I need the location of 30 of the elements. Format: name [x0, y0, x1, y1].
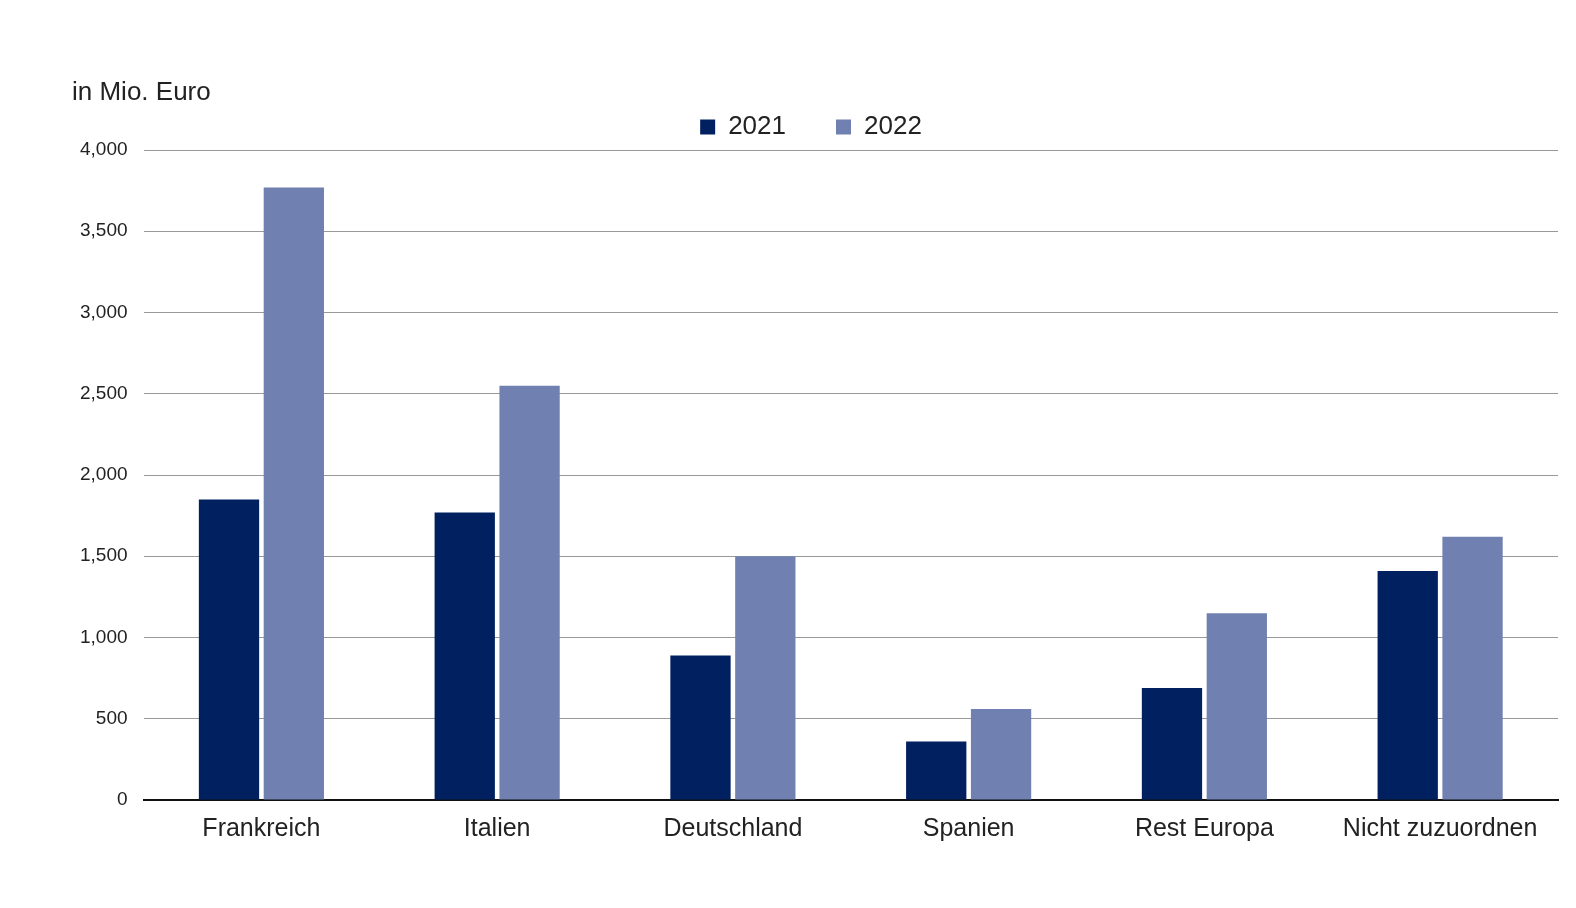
y-tick-label: 2,500: [80, 381, 128, 403]
y-tick-label: 1,000: [80, 625, 128, 647]
x-tick-label: Italien: [463, 812, 531, 841]
bar: [1141, 687, 1203, 800]
legend-label: 2021: [728, 110, 786, 141]
y-tick-label: 500: [95, 706, 128, 728]
bar: [1442, 536, 1503, 800]
y-tick-label: 0: [116, 788, 128, 810]
bar: [1206, 613, 1267, 800]
bar: [499, 385, 560, 800]
bar: [670, 655, 731, 800]
bar: [434, 512, 495, 800]
y-tick-label: 3,500: [80, 219, 128, 241]
x-tick-label: Spanien: [922, 812, 1015, 841]
y-tick-label: 3,000: [80, 300, 128, 322]
bar: [263, 187, 324, 800]
y-axis-title: in Mio. Euro: [72, 76, 211, 107]
bar: [735, 556, 796, 800]
x-tick-label: Deutschland: [663, 812, 803, 841]
y-tick-label: 1,500: [80, 544, 128, 566]
bar: [198, 499, 260, 800]
x-tick-label: Frankreich: [202, 812, 321, 841]
x-tick-label: Nicht zuzuordnen: [1342, 812, 1538, 841]
y-tick-label: 4,000: [80, 138, 128, 160]
legend-label: 2022: [864, 110, 922, 141]
y-tick-label: 2,000: [80, 463, 128, 485]
bar: [906, 741, 967, 800]
bar: [1377, 570, 1438, 800]
x-tick-label: Rest Europa: [1134, 812, 1274, 841]
bar: [970, 709, 1032, 800]
